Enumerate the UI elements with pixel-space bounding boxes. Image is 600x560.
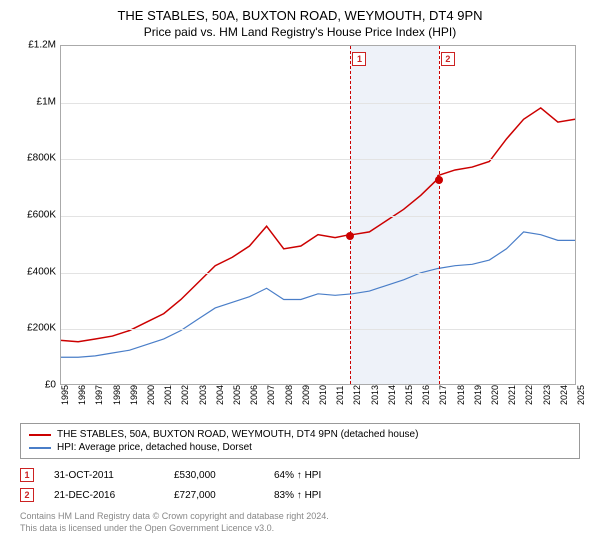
x-tick-label: 2012 [352,385,362,405]
marker-box: 2 [441,52,455,66]
marker-vline [439,46,440,384]
legend-swatch [29,447,51,449]
series-price_paid [61,108,575,342]
legend-label: THE STABLES, 50A, BUXTON ROAD, WEYMOUTH,… [57,429,418,440]
sale-price: £530,000 [174,470,254,481]
series-hpi [61,232,575,357]
y-tick-label: £1M [37,96,56,107]
x-tick-label: 2018 [456,385,466,405]
x-tick-label: 2002 [180,385,190,405]
x-tick-label: 2008 [284,385,294,405]
x-tick-label: 2021 [507,385,517,405]
legend: THE STABLES, 50A, BUXTON ROAD, WEYMOUTH,… [20,423,580,459]
x-tick-label: 2020 [490,385,500,405]
gridline [61,103,575,104]
x-tick-label: 2004 [215,385,225,405]
x-tick-label: 2015 [404,385,414,405]
x-axis-labels: 1995 1996 1997 1998 1999 2000 2001 2002 2003 2004… [60,387,576,415]
x-tick-label: 2010 [318,385,328,405]
marker-vline [350,46,351,384]
gridline [61,159,575,160]
gridline [61,273,575,274]
sale-date: 31-OCT-2011 [54,470,154,481]
x-tick-label: 2011 [335,386,345,405]
sale-price: £727,000 [174,490,254,501]
x-tick-label: 2006 [249,385,259,405]
sale-row: 1 31-OCT-2011 £530,000 64% ↑ HPI [20,465,580,485]
x-tick-label: 1997 [94,385,104,405]
legend-label: HPI: Average price, detached house, Dors… [57,442,252,453]
x-tick-label: 2024 [559,385,569,405]
x-tick-label: 2016 [421,385,431,405]
y-tick-label: £600K [27,210,56,221]
x-tick-label: 2003 [198,385,208,405]
sale-date: 21-DEC-2016 [54,490,154,501]
y-tick-label: £800K [27,153,56,164]
x-tick-label: 1995 [60,385,70,405]
x-tick-label: 2025 [576,385,586,405]
sale-hpi: 64% ↑ HPI [274,470,321,481]
x-tick-label: 2009 [301,385,311,405]
marker-box: 1 [352,52,366,66]
y-tick-label: £0 [45,380,56,391]
footer-line: Contains HM Land Registry data © Crown c… [20,511,580,523]
gridline [61,329,575,330]
chart-container: THE STABLES, 50A, BUXTON ROAD, WEYMOUTH,… [0,0,600,560]
marker-dot [346,232,354,240]
y-tick-label: £200K [27,323,56,334]
x-tick-label: 1999 [129,385,139,405]
marker-dot [435,176,443,184]
x-tick-label: 2019 [473,385,483,405]
chart-title-main: THE STABLES, 50A, BUXTON ROAD, WEYMOUTH,… [16,8,584,23]
x-tick-label: 2007 [266,385,276,405]
x-tick-label: 2000 [146,385,156,405]
x-tick-label: 2005 [232,385,242,405]
y-tick-label: £1.2M [28,40,56,51]
x-tick-label: 2023 [542,385,552,405]
footer-line: This data is licensed under the Open Gov… [20,523,580,535]
sale-hpi: 83% ↑ HPI [274,490,321,501]
chart-svg [61,46,575,384]
x-tick-label: 2014 [387,385,397,405]
sale-marker: 2 [20,488,34,502]
chart-title-sub: Price paid vs. HM Land Registry's House … [16,25,584,39]
y-tick-label: £400K [27,266,56,277]
x-tick-label: 1998 [112,385,122,405]
x-tick-label: 2001 [163,385,173,405]
legend-item: THE STABLES, 50A, BUXTON ROAD, WEYMOUTH,… [29,428,571,441]
legend-swatch [29,434,51,436]
x-tick-label: 2017 [438,385,448,405]
sale-row: 2 21-DEC-2016 £727,000 83% ↑ HPI [20,485,580,505]
gridline [61,216,575,217]
footer: Contains HM Land Registry data © Crown c… [20,511,580,534]
x-tick-label: 2013 [370,385,380,405]
chart-area: £0£200K£400K£600K£800K£1M£1.2M 12 199519… [20,45,580,415]
sale-marker: 1 [20,468,34,482]
plot-area: 12 [60,45,576,385]
legend-item: HPI: Average price, detached house, Dors… [29,441,571,454]
y-axis-labels: £0£200K£400K£600K£800K£1M£1.2M [20,45,58,415]
x-tick-label: 1996 [77,385,87,405]
sales-table: 1 31-OCT-2011 £530,000 64% ↑ HPI 2 21-DE… [20,465,580,505]
x-tick-label: 2022 [524,385,534,405]
